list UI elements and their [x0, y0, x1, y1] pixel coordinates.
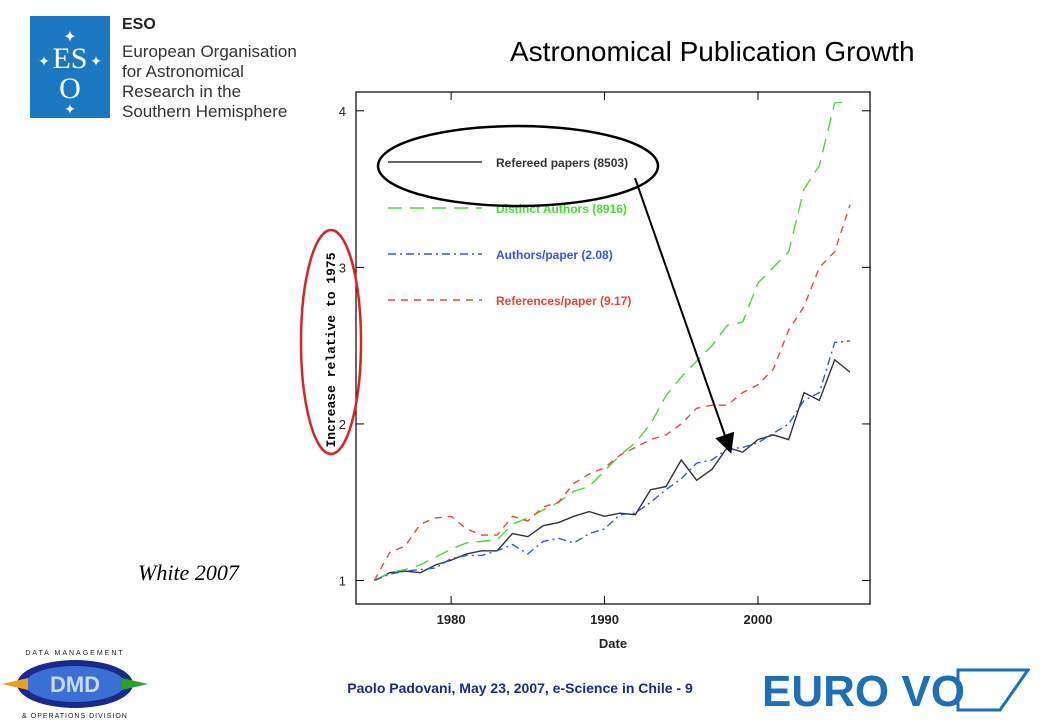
svg-text:DMD: DMD	[50, 672, 100, 697]
x-tick-label: 2000	[744, 612, 773, 627]
citation: White 2007	[138, 560, 239, 585]
x-tick-label: 1980	[437, 612, 466, 627]
ylabel-highlight-ellipse	[299, 228, 363, 456]
svg-text:ES: ES	[52, 42, 87, 75]
series-line	[374, 100, 851, 582]
euro-vo-logo: EURO VO	[760, 664, 1031, 716]
y-tick-label: 1	[339, 574, 346, 589]
x-tick-label: 1990	[590, 612, 619, 627]
series-line	[374, 358, 851, 582]
eso-name-line: Research in the	[122, 82, 242, 101]
legend-label: References/paper (9.17)	[496, 294, 631, 308]
svg-text:O: O	[59, 72, 81, 105]
svg-text:✦: ✦	[38, 53, 50, 69]
svg-text:✦: ✦	[90, 53, 102, 69]
dmd-bottom-text: & OPERATIONS DIVISION	[22, 713, 128, 720]
eso-acronym: ESO	[122, 16, 156, 33]
y-tick-label: 4	[339, 104, 346, 119]
dmd-logo: DATA MANAGEMENT DMD & OPERATIONS DIVISIO…	[0, 646, 150, 720]
eso-name-line: European Organisation	[122, 42, 297, 61]
plot-frame	[355, 91, 871, 605]
y-axis-label: Increase relative to 1975	[324, 252, 339, 447]
x-axis-label: Date	[599, 636, 627, 651]
svg-text:✦: ✦	[64, 101, 76, 117]
slide-title: Astronomical Publication Growth	[510, 36, 915, 67]
annotation-arrow	[634, 177, 735, 454]
euro-vo-text: EURO VO	[762, 667, 965, 714]
svg-text:✦: ✦	[63, 29, 76, 46]
eso-name-line: for Astronomical	[122, 62, 244, 81]
dmd-logo-graphic: DATA MANAGEMENT DMD & OPERATIONS DIVISIO…	[2, 650, 148, 720]
y-tick-label: 2	[339, 417, 346, 432]
series-line	[374, 340, 851, 582]
y-tick-label: 3	[339, 260, 346, 275]
legend-label: Authors/paper (2.08)	[496, 248, 613, 262]
eso-logo: ES O ✦ ✦ ✦ ✦	[30, 16, 110, 118]
eso-emblem-graphic: ES O ✦ ✦ ✦ ✦	[30, 16, 110, 118]
euro-vo-graphic: EURO VO	[762, 667, 1031, 716]
legend-label: Refereed papers (8503)	[496, 156, 628, 170]
series-line	[373, 204, 851, 581]
eso-name-line: Southern Hemisphere	[122, 102, 288, 121]
legend-highlight-ellipse	[376, 124, 660, 208]
dmd-top-text: DATA MANAGEMENT	[25, 650, 124, 657]
footer-text: Paolo Padovani, May 23, 2007, e-Science …	[347, 680, 693, 696]
